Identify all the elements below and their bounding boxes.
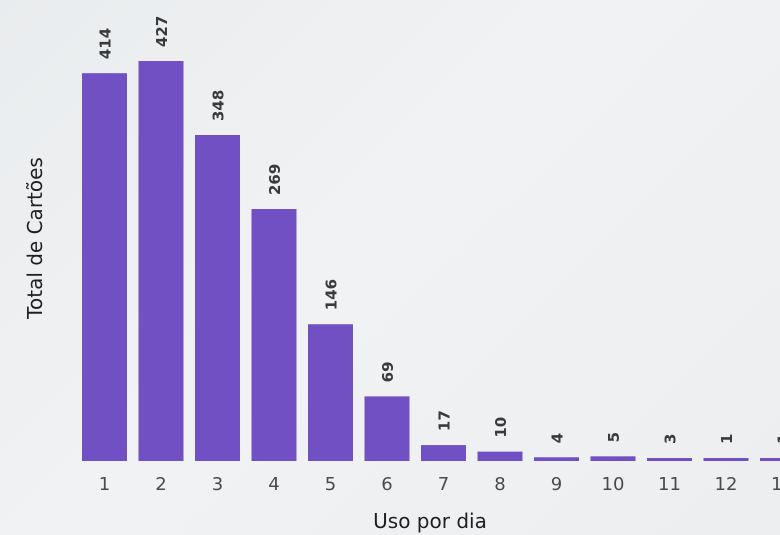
bar-1 <box>82 73 127 462</box>
data-label-9: 4 <box>549 433 567 443</box>
data-label-6: 69 <box>379 361 397 382</box>
x-axis-title: Uso por dia <box>373 509 487 533</box>
data-label-3: 348 <box>210 90 228 121</box>
data-label-7: 17 <box>436 410 454 431</box>
bar-12 <box>703 458 749 461</box>
bar-11 <box>647 458 692 461</box>
data-label-10: 5 <box>605 432 623 442</box>
data-label-5: 146 <box>323 279 341 310</box>
x-tick-label-9: 9 <box>551 474 562 495</box>
x-tick-label-7: 7 <box>438 474 449 495</box>
x-tick-label-8: 8 <box>494 474 505 495</box>
bar-2 <box>138 61 184 461</box>
data-labels-group: 414 427 348 269 146 69 17 10 4 5 3 1 1 <box>97 16 780 444</box>
data-label-4: 269 <box>266 164 284 195</box>
x-tick-label-13: 13 <box>771 474 780 495</box>
bars-group <box>82 61 780 462</box>
x-tick-labels-group: 12345678910111213 <box>99 474 780 495</box>
data-label-13: 1 <box>775 434 780 444</box>
bar-7 <box>421 445 466 461</box>
data-label-2: 427 <box>153 16 171 47</box>
bar-10 <box>590 456 636 461</box>
bar-4 <box>251 209 297 461</box>
x-tick-label-3: 3 <box>212 474 223 495</box>
bar-9 <box>534 457 579 461</box>
x-tick-label-4: 4 <box>268 474 279 495</box>
x-tick-label-12: 12 <box>715 474 738 495</box>
bar-13 <box>760 458 780 461</box>
data-label-8: 10 <box>492 417 510 438</box>
data-label-11: 3 <box>662 434 680 444</box>
data-label-12: 1 <box>718 434 736 444</box>
x-tick-label-1: 1 <box>99 474 110 495</box>
x-tick-label-2: 2 <box>155 474 166 495</box>
x-tick-label-11: 11 <box>658 474 681 495</box>
bar-5 <box>308 324 353 461</box>
data-label-1: 414 <box>97 28 115 59</box>
x-tick-label-6: 6 <box>381 474 392 495</box>
bar-6 <box>364 396 410 461</box>
bar-8 <box>477 451 523 461</box>
x-tick-label-10: 10 <box>602 474 625 495</box>
x-tick-label-5: 5 <box>325 474 336 495</box>
y-axis-title: Total de Cartões <box>23 157 47 320</box>
bar-3 <box>195 135 240 461</box>
